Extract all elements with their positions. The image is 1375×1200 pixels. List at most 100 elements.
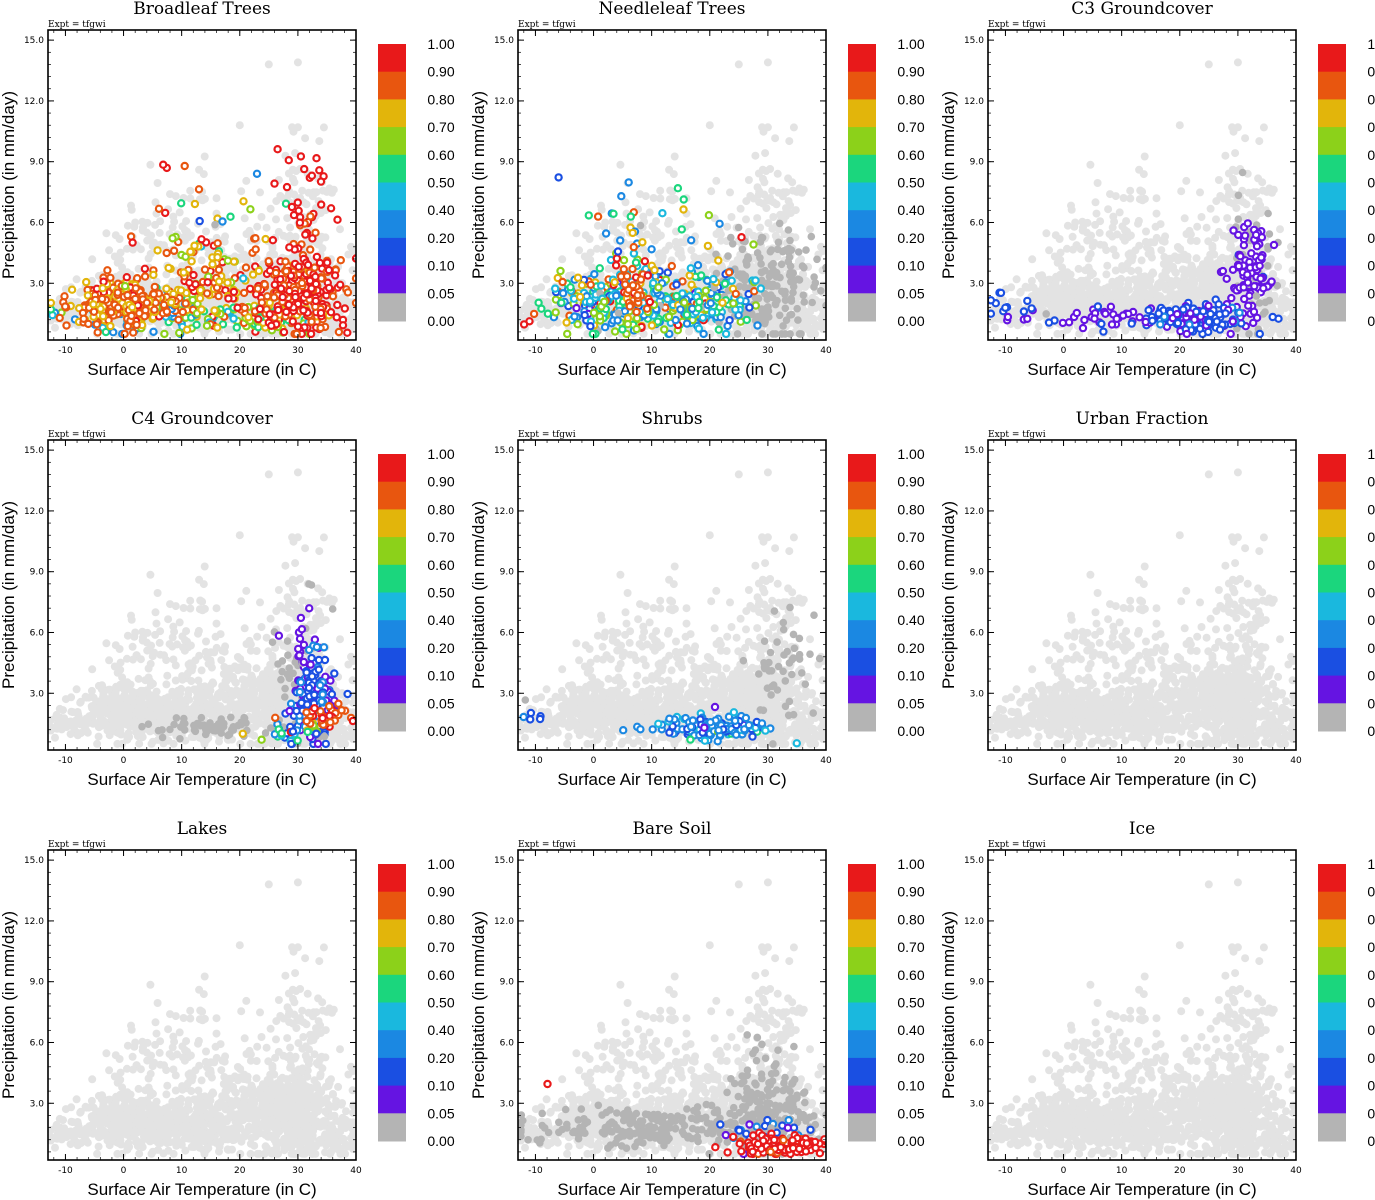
background-point <box>171 192 180 201</box>
background-point <box>316 209 325 217</box>
data-point <box>779 247 787 255</box>
data-point <box>181 252 190 261</box>
data-point <box>302 290 311 299</box>
data-point <box>650 265 659 275</box>
data-point <box>584 211 594 220</box>
background-point <box>253 222 262 231</box>
data-point <box>324 283 334 293</box>
colorbar-segment <box>378 44 406 73</box>
data-point <box>764 279 772 287</box>
data-point <box>795 276 804 284</box>
data-point <box>718 298 727 307</box>
data-point <box>597 281 606 290</box>
background-point <box>325 184 334 193</box>
data-point <box>297 278 307 288</box>
background-point <box>643 230 652 239</box>
data-point <box>753 249 762 257</box>
background-point <box>806 225 814 234</box>
background-point <box>111 231 120 240</box>
data-point <box>149 327 158 336</box>
data-point <box>631 258 641 267</box>
background-point <box>789 123 798 132</box>
background-point <box>651 226 659 235</box>
background-point <box>102 229 111 238</box>
data-point <box>159 300 169 310</box>
data-point <box>653 317 663 326</box>
background-point <box>186 186 195 195</box>
background-point <box>116 248 125 257</box>
data-point <box>808 298 816 307</box>
background-point <box>142 228 151 237</box>
data-point <box>274 305 283 315</box>
background-point <box>807 316 816 325</box>
colorbar-segment <box>378 71 406 100</box>
data-point <box>573 320 582 329</box>
data-point <box>636 275 646 284</box>
background-point <box>319 123 328 132</box>
data-point <box>551 284 560 293</box>
data-point <box>197 305 206 314</box>
data-point <box>306 245 315 254</box>
data-point <box>800 298 808 306</box>
data-point <box>333 215 342 224</box>
background-point <box>123 244 131 253</box>
data-point <box>293 322 303 331</box>
data-point <box>253 284 263 293</box>
x-tick-label: 30 <box>762 346 774 356</box>
colorbar-label: 0.70 <box>427 119 454 135</box>
data-point <box>672 280 681 289</box>
colorbar-segment <box>378 154 406 183</box>
data-point <box>127 311 136 321</box>
background-point <box>742 197 751 206</box>
data-point <box>709 274 718 284</box>
background-point <box>318 186 327 195</box>
data-point <box>60 302 70 311</box>
data-point <box>767 246 776 254</box>
data-point <box>585 297 595 306</box>
data-point <box>626 212 636 221</box>
x-axis-label: Surface Air Temperature (in C) <box>87 360 316 379</box>
background-point <box>665 195 674 204</box>
data-point <box>693 261 703 270</box>
data-point <box>89 307 99 316</box>
data-point <box>738 245 747 254</box>
background-point <box>706 329 715 338</box>
data-point <box>649 278 658 288</box>
data-point <box>771 330 780 338</box>
data-point <box>186 247 195 256</box>
y-tick-label: 15.0 <box>24 36 44 46</box>
data-point <box>727 233 735 242</box>
background-point <box>200 329 209 338</box>
y-tick-label: 3.0 <box>30 279 45 289</box>
background-point <box>756 223 765 232</box>
data-point <box>686 264 696 273</box>
background-point <box>707 187 716 196</box>
data-point <box>160 208 170 218</box>
data-point <box>288 317 297 326</box>
background-point <box>679 269 688 278</box>
data-point <box>712 293 722 302</box>
data-point <box>757 233 766 242</box>
data-point <box>733 330 742 338</box>
data-point <box>558 289 568 298</box>
background-point <box>197 256 206 265</box>
background-point <box>178 262 187 271</box>
background-point <box>284 190 293 199</box>
background-point <box>753 183 762 192</box>
data-point <box>239 288 249 298</box>
data-point <box>551 308 560 317</box>
data-point <box>127 303 137 312</box>
background-point <box>162 270 171 279</box>
data-point <box>595 264 605 273</box>
background-point <box>175 208 184 217</box>
y-axis-label: Precipitation (in mm/day) <box>0 91 18 279</box>
background-point <box>236 329 245 338</box>
background-point <box>716 236 725 245</box>
data-point <box>196 285 205 295</box>
background-point <box>795 184 804 193</box>
data-point <box>774 238 783 247</box>
data-point <box>336 280 345 289</box>
data-point <box>660 325 669 334</box>
x-tick-label: -10 <box>528 346 543 356</box>
background-point <box>224 325 233 334</box>
